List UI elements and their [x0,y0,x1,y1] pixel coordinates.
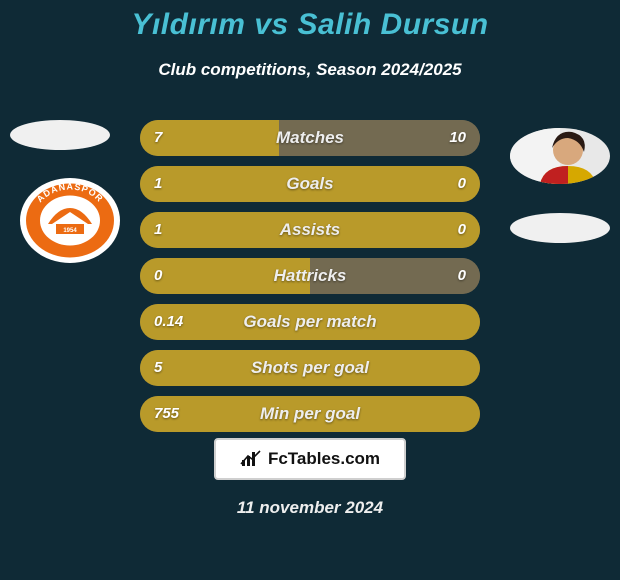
stat-row: Shots per goal5 [140,350,480,386]
stat-row: Assists1 0 [140,212,480,248]
source-badge: FcTables.com [214,438,406,480]
stat-label: Assists [140,212,480,248]
chart-icon [240,450,262,468]
club-right-badge [510,213,610,243]
stat-value-right: 10 [449,120,466,156]
stat-value-left: 1 [154,166,162,202]
stat-bars: Matches710Goals10Assists10Hattricks00Goa… [140,120,480,442]
source-text: FcTables.com [268,449,380,469]
stat-label: Matches [140,120,480,156]
page-title: Yıldırım vs Salih Dursun [0,8,620,42]
stat-label: Shots per goal [140,350,480,386]
stat-label: Goals [140,166,480,202]
stat-label: Min per goal [140,396,480,432]
subtitle: Club competitions, Season 2024/2025 [0,60,620,80]
stat-value-left: 755 [154,396,179,432]
stat-row: Hattricks0 0 [140,258,480,294]
stat-value-left: 1 [154,212,162,248]
stat-row: Goals per match0.14 [140,304,480,340]
stat-value-right: 0 [458,166,466,202]
stat-row: Min per goal755 [140,396,480,432]
stat-value-left: 0.14 [154,304,183,340]
player-left-avatar [10,120,110,150]
stat-label: Hattricks [140,258,480,294]
stat-value-right: 0 [458,212,466,248]
stat-row: Matches7 10 [140,120,480,156]
player-right-avatar [510,128,610,184]
stat-value-left: 5 [154,350,162,386]
date-text: 11 november 2024 [0,498,620,518]
stat-value-left: 0 [154,258,162,294]
comparison-card: Yıldırım vs Salih Dursun Club competitio… [0,0,620,580]
stat-label: Goals per match [140,304,480,340]
stat-row: Goals1 0 [140,166,480,202]
stat-value-left: 7 [154,120,162,156]
svg-text:1954: 1954 [63,228,77,234]
club-left-badge: 1954 ADANASPOR [20,178,120,263]
stat-value-right: 0 [458,258,466,294]
